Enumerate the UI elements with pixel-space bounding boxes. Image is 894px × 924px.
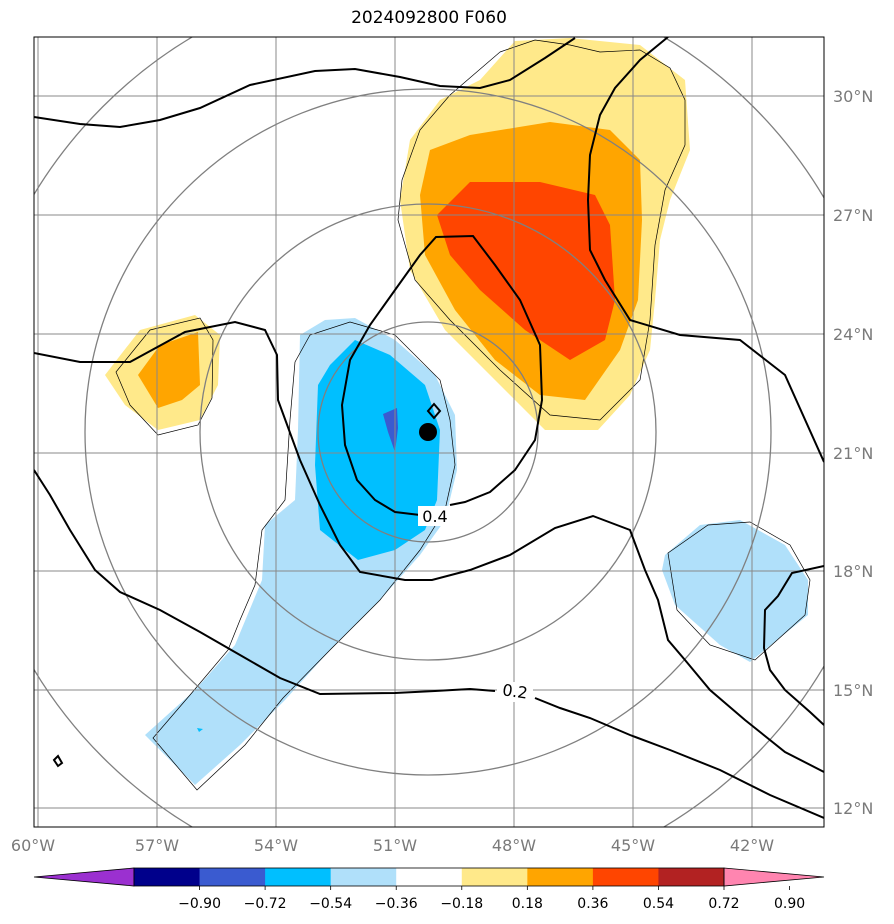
x-tick-label: 60°W	[11, 836, 55, 855]
colorbar-tick-label: −0.18	[440, 896, 483, 912]
contour-north	[34, 37, 576, 129]
colorbar-segment	[592, 868, 659, 886]
storm-center-marker	[419, 423, 437, 441]
contour-0.4	[340, 234, 544, 516]
colorbar-segment	[134, 868, 201, 886]
colorbar-tick-label: 0.72	[708, 896, 739, 912]
colorbar-tick-label: −0.72	[244, 896, 287, 912]
contour-label-bg-0.2	[497, 682, 533, 702]
range-ring-3	[84, 88, 772, 776]
fill-outlines	[115, 39, 811, 791]
contour-label-bg-0.4	[418, 506, 452, 526]
fill-positive-0.36-west	[138, 332, 200, 408]
colorbar-extend-high	[723, 867, 825, 887]
colorbar-tick-label: 0.90	[774, 896, 805, 912]
y-tick-label: 15°N	[833, 681, 873, 700]
y-tick-label: 30°N	[833, 87, 873, 106]
fill-negative-0.54	[383, 408, 398, 452]
range-rings	[34, 37, 824, 827]
colorbar-tick-label: 0.36	[577, 896, 608, 912]
colorbar-tick-label: −0.36	[375, 896, 418, 912]
contour-0.2	[34, 469, 496, 696]
contour-northeast	[586, 37, 824, 463]
y-tick-label: 21°N	[833, 444, 873, 463]
colorbar: −0.90 −0.72 −0.54 −0.36 −0.18 0.18 0.36 0.54 0.7…	[33, 867, 825, 912]
x-tick-label: 48°W	[492, 836, 536, 855]
chart-title: 2024092800 F060	[351, 8, 507, 28]
colorbar-segment	[461, 868, 528, 886]
outline-positive-east	[397, 39, 686, 421]
colorbar-segment	[396, 868, 463, 886]
x-tick-label: 45°W	[611, 836, 655, 855]
y-tick-label: 18°N	[833, 562, 873, 581]
contour-east-low	[762, 565, 824, 726]
black-contours	[34, 37, 824, 819]
colorbar-tick-label: −0.54	[309, 896, 352, 912]
colorbar-segment	[265, 868, 332, 886]
x-tick-label: 42°W	[730, 836, 774, 855]
filled-contours	[105, 38, 808, 785]
colorbar-segment	[199, 868, 266, 886]
x-tick-label: 54°W	[254, 836, 298, 855]
map-frame	[33, 36, 825, 828]
colorbar-extend-low	[33, 867, 135, 887]
x-tick-label: 51°W	[373, 836, 417, 855]
colorbar-segment	[658, 868, 725, 886]
contour-south-ring	[34, 320, 824, 773]
colorbar-tick-label: 0.18	[512, 896, 543, 912]
colorbar-outline	[133, 867, 725, 887]
y-tick-label: 24°N	[833, 325, 873, 344]
x-tick-labels: 60°W 57°W 54°W 51°W 48°W 45°W 42°W	[11, 836, 774, 855]
outline-negative-main	[152, 321, 456, 791]
y-tick-labels: 30°N 27°N 24°N 21°N 18°N 15°N 12°N	[833, 87, 873, 818]
colorbar-segment	[527, 868, 594, 886]
range-ring-1	[317, 321, 539, 543]
fill-negative-speck	[197, 728, 203, 732]
colorbar-tick-label: 0.54	[643, 896, 674, 912]
outline-positive-west	[115, 317, 214, 436]
x-tick-label: 57°W	[135, 836, 179, 855]
fill-negative-0.18-east	[662, 520, 808, 662]
outline-negative-east	[667, 521, 811, 661]
contour-label-0.4: 0.4	[422, 507, 447, 526]
y-tick-label: 12°N	[833, 799, 873, 818]
colorbar-segment	[330, 868, 397, 886]
y-tick-label: 27°N	[833, 206, 873, 225]
contour-small-diamond	[426, 402, 442, 420]
colorbar-tick-label: −0.90	[178, 896, 221, 912]
fill-positive-0.54	[437, 182, 615, 360]
contour-small-sw	[52, 754, 64, 768]
contour-label-0.2: 0.2	[501, 680, 529, 702]
contour-0.2-east	[534, 697, 824, 819]
range-ring-2	[199, 203, 657, 661]
graticule	[34, 37, 824, 827]
